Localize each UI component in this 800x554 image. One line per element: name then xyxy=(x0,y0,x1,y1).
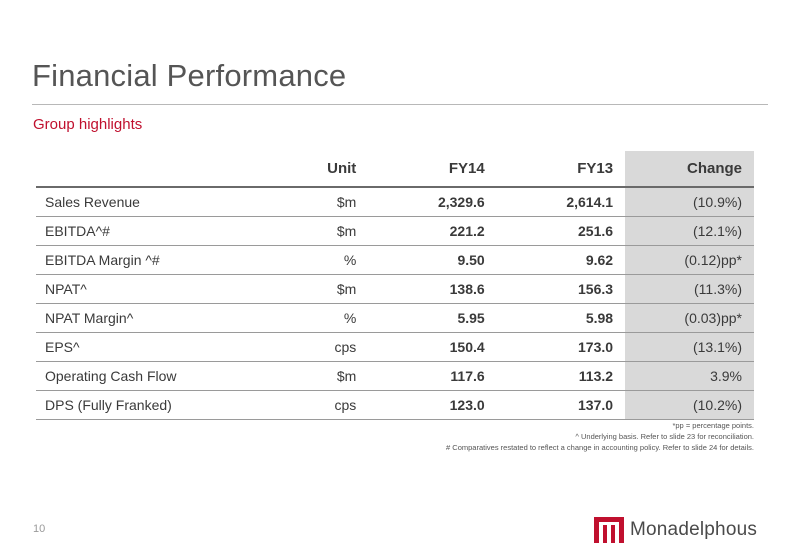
row-fy14: 117.6 xyxy=(368,361,497,391)
row-change: (13.1%) xyxy=(625,332,754,362)
row-unit: % xyxy=(278,245,369,275)
table-body: Sales Revenue $m 2,329.6 2,614.1 (10.9%) EBIT… xyxy=(36,187,754,420)
page-number: 10 xyxy=(33,523,46,535)
table-row: NPAT^ $m 138.6 156.3 (11.3%) xyxy=(36,274,754,304)
page-title: Financial Performance xyxy=(32,58,347,93)
company-logo: Monadelphous xyxy=(594,517,757,543)
row-change: (11.3%) xyxy=(625,274,754,304)
row-label: NPAT^ xyxy=(36,274,279,304)
header-unit: Unit xyxy=(278,151,369,188)
footnote-underlying: ^ Underlying basis. Refer to slide 23 fo… xyxy=(575,432,754,441)
row-fy14: 5.95 xyxy=(368,303,497,333)
row-unit: $m xyxy=(278,274,369,304)
row-label: EPS^ xyxy=(36,332,279,362)
table-row: DPS (Fully Franked) cps 123.0 137.0 (10.2%) xyxy=(36,390,754,420)
row-label: EBITDA^# xyxy=(36,216,279,246)
table-row: NPAT Margin^% 5.95 5.98 (0.03)pp* xyxy=(36,303,754,333)
row-label: EBITDA Margin ^# xyxy=(36,245,279,275)
row-unit: % xyxy=(278,303,369,333)
table-row: EBITDA Margin ^#% 9.50 9.62 (0.12)pp* xyxy=(36,245,754,275)
row-label: Operating Cash Flow xyxy=(36,361,279,391)
row-change: (12.1%) xyxy=(625,216,754,246)
row-fy13: 2,614.1 xyxy=(496,187,626,217)
footnotes: *pp = percentage points. ^ Underlying ba… xyxy=(446,420,754,453)
table-row: EPS^ cps 150.4 173.0 (13.1%) xyxy=(36,332,754,362)
row-fy13: 9.62 xyxy=(496,245,626,275)
row-unit: cps xyxy=(278,332,369,362)
row-fy13: 113.2 xyxy=(496,361,626,391)
monadelphous-logo-icon xyxy=(594,517,624,543)
row-fy14: 123.0 xyxy=(368,390,497,420)
row-label: NPAT Margin^ xyxy=(36,303,279,333)
row-unit: $m xyxy=(278,361,369,391)
row-change: (10.9%) xyxy=(625,187,754,217)
row-unit: cps xyxy=(278,390,369,420)
row-unit: $m xyxy=(278,187,369,217)
table-row: Operating Cash Flow $m 117.6 113.2 3.9% xyxy=(36,361,754,391)
header-label xyxy=(36,151,279,188)
table-row: Sales Revenue $m 2,329.6 2,614.1 (10.9%) xyxy=(36,187,754,217)
row-label: Sales Revenue xyxy=(36,187,279,217)
row-change: 3.9% xyxy=(625,361,754,391)
table-header-row: Unit FY14 FY13 Change xyxy=(36,151,754,188)
row-fy14: 138.6 xyxy=(368,274,497,304)
financial-highlights-table: Unit FY14 FY13 Change Sales Revenue $m 2,3… xyxy=(36,151,754,420)
row-unit: $m xyxy=(278,216,369,246)
footnote-pp: *pp = percentage points. xyxy=(672,421,754,430)
header-fy13: FY13 xyxy=(496,151,626,188)
row-fy14: 150.4 xyxy=(368,332,497,362)
section-subtitle: Group highlights xyxy=(33,116,143,133)
table-row: EBITDA^# $m 221.2 251.6 (12.1%) xyxy=(36,216,754,246)
row-label: DPS (Fully Franked) xyxy=(36,390,279,420)
row-fy13: 173.0 xyxy=(496,332,626,362)
row-fy13: 137.0 xyxy=(496,390,626,420)
row-fy14: 2,329.6 xyxy=(368,187,497,217)
row-fy13: 5.98 xyxy=(496,303,626,333)
row-change: (10.2%) xyxy=(625,390,754,420)
title-divider xyxy=(32,104,768,105)
logo-wordmark: Monadelphous xyxy=(630,519,758,540)
row-change: (0.12)pp* xyxy=(625,245,754,275)
footnote-restated: # Comparatives restated to reflect a cha… xyxy=(446,443,754,452)
row-fy14: 221.2 xyxy=(368,216,497,246)
row-fy14: 9.50 xyxy=(368,245,497,275)
header-fy14: FY14 xyxy=(368,151,497,188)
row-fy13: 251.6 xyxy=(496,216,626,246)
header-change: Change xyxy=(625,151,754,188)
row-fy13: 156.3 xyxy=(496,274,626,304)
row-change: (0.03)pp* xyxy=(625,303,754,333)
